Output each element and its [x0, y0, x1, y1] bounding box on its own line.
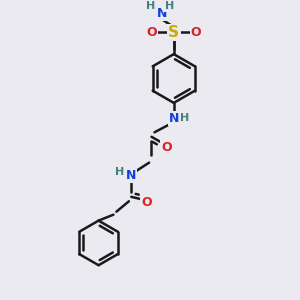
Text: N: N: [157, 8, 167, 20]
Text: N: N: [126, 169, 136, 182]
Text: O: O: [141, 196, 152, 209]
Text: H: H: [165, 1, 174, 11]
Text: S: S: [168, 25, 179, 40]
Text: N: N: [169, 112, 179, 125]
Text: O: O: [146, 26, 157, 39]
Text: H: H: [146, 1, 155, 11]
Text: H: H: [181, 113, 190, 123]
Text: H: H: [115, 167, 124, 178]
Text: O: O: [191, 26, 201, 39]
Text: O: O: [161, 141, 172, 154]
